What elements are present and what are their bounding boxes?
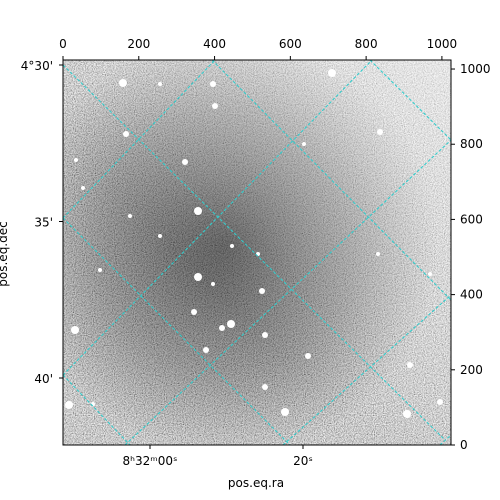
top-tick-label: 1000: [427, 37, 458, 51]
grid-line: [369, 60, 451, 141]
bottom-tick-label: 8ʰ32ᵐ00ˢ: [123, 454, 178, 468]
left-dec-axis: 4°30' 35' 40': [21, 59, 63, 386]
right-tick-label: 800: [460, 137, 483, 151]
star: [203, 347, 209, 353]
grid-line: [63, 374, 131, 445]
star: [119, 79, 127, 87]
star: [230, 244, 234, 248]
grid-line: [63, 217, 291, 445]
x-axis-title: pos.eq.ra: [228, 476, 284, 490]
star: [262, 384, 268, 390]
grid-line: [439, 434, 451, 445]
right-tick-label: 400: [460, 288, 483, 302]
y-axis-title: pos.eq.dec: [0, 221, 10, 286]
left-tick-label: 40': [34, 372, 53, 386]
bottom-ra-axis: 8ʰ32ᵐ00ˢ 20ˢ: [123, 445, 313, 468]
top-tick-label: 400: [203, 37, 226, 51]
right-tick-label: 0: [460, 438, 468, 452]
star: [407, 362, 413, 368]
star: [377, 129, 383, 135]
star: [212, 103, 218, 109]
right-tick-label: 600: [460, 212, 483, 226]
star: [428, 272, 432, 276]
top-pixel-axis: 0 200 400 600 800 1000: [59, 37, 457, 60]
sky-image: [63, 60, 451, 445]
coordinate-grid: [63, 60, 451, 445]
left-tick-label: 35': [34, 216, 53, 230]
star: [158, 82, 162, 86]
star: [259, 288, 265, 294]
star: [376, 252, 380, 256]
star: [71, 326, 79, 334]
left-tick-label: 4°30': [21, 59, 53, 73]
star: [182, 159, 188, 165]
star: [194, 273, 202, 281]
star-field: [65, 69, 443, 418]
star: [210, 81, 216, 87]
star: [262, 332, 268, 338]
star: [123, 131, 129, 137]
grid-line: [63, 60, 373, 376]
star: [305, 353, 311, 359]
right-tick-label: 200: [460, 363, 483, 377]
right-pixel-axis: 0 200 400 600 800 1000: [451, 62, 491, 452]
top-tick-label: 800: [355, 37, 378, 51]
star: [128, 214, 132, 218]
right-tick-label: 1000: [460, 62, 491, 76]
star: [74, 158, 78, 162]
star: [211, 282, 215, 286]
star: [437, 399, 443, 405]
star: [219, 325, 225, 331]
star: [191, 309, 197, 315]
plot-frame: [62, 59, 452, 446]
star: [81, 186, 85, 190]
top-tick-label: 600: [279, 37, 302, 51]
grid-line: [282, 294, 451, 445]
star: [227, 320, 235, 328]
star: [328, 69, 336, 77]
bottom-tick-label: 20ˢ: [293, 454, 313, 468]
grid-line: [63, 64, 446, 441]
star: [194, 207, 202, 215]
star: [98, 268, 102, 272]
star: [302, 142, 306, 146]
star: [281, 408, 289, 416]
top-tick-label: 200: [127, 37, 150, 51]
star: [65, 401, 73, 409]
top-tick-label: 0: [59, 37, 67, 51]
grid-line: [124, 139, 451, 445]
grid-line: [63, 60, 216, 219]
grid-line: [211, 60, 451, 301]
star: [158, 234, 162, 238]
star: [403, 410, 411, 418]
